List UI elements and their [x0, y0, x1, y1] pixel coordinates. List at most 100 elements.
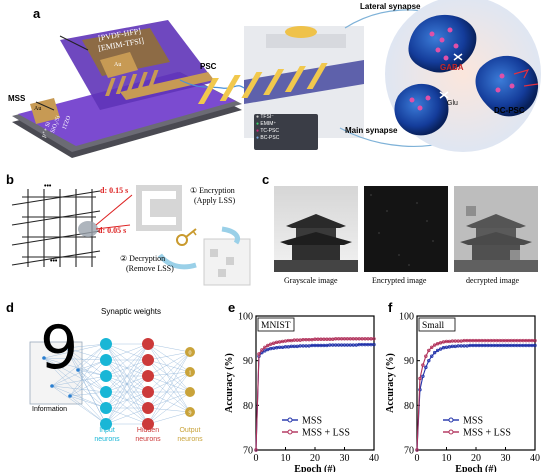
x-tick-label: 10 — [442, 453, 452, 464]
legend-marker — [287, 429, 293, 435]
data-point — [266, 347, 270, 352]
legend-swatch: ● — [256, 114, 260, 120]
data-point — [424, 354, 428, 358]
schematic-legend-box — [254, 114, 318, 150]
data-point — [427, 358, 431, 363]
delay-arrow-2 — [95, 224, 131, 230]
data-point — [438, 341, 443, 345]
panel-label-f: f — [388, 300, 393, 315]
input-neurons-label-line: Input — [99, 427, 115, 434]
data-point — [444, 345, 449, 349]
key-icon — [176, 228, 197, 246]
data-point — [310, 337, 314, 342]
lateral-synapse-label: Lateral synapse — [360, 2, 421, 11]
input-digit: 9 — [40, 313, 79, 383]
panel-label-b: b — [6, 172, 14, 187]
neurotransmitter-dots — [409, 27, 515, 111]
comb-fingers — [105, 70, 159, 96]
data-point — [289, 338, 294, 343]
gaba-label: GABA — [440, 63, 464, 72]
encryption-sub-label: (Apply LSS) — [194, 196, 236, 205]
x-tick-label: 40 — [369, 453, 379, 464]
legend-swatch: ● — [256, 128, 260, 134]
y-tick-label: 80 — [404, 401, 414, 412]
data-point — [435, 341, 440, 346]
data-point — [263, 349, 267, 353]
x-tick-label: 0 — [415, 453, 420, 464]
data-point — [430, 345, 434, 349]
output-neurons-label-line: Output — [179, 427, 201, 434]
hidden-neuron — [142, 354, 154, 366]
y-tick-label: 90 — [404, 356, 414, 367]
x-axis-label: Epoch (#) — [455, 464, 496, 472]
data-point — [283, 339, 288, 343]
input-neuron — [100, 338, 112, 350]
data-point — [372, 337, 376, 341]
chart-title: Small — [422, 321, 445, 331]
data-point — [286, 345, 291, 349]
data-point — [280, 339, 285, 344]
chart-title-box — [418, 317, 456, 332]
device-iongel-layer — [18, 72, 236, 146]
x-tick-label: 40 — [530, 453, 540, 464]
legend-item: ● BC-PSC — [256, 135, 280, 141]
input-pixel-node — [42, 356, 46, 360]
schematic-channel — [244, 60, 364, 104]
y-axis-label: Accuracy (%) — [385, 353, 396, 413]
panel-c-figure — [274, 186, 538, 272]
output-neuron — [185, 387, 195, 397]
input-neuron — [100, 418, 112, 430]
input-pixel-node — [64, 346, 68, 350]
output-digit-label: 0 — [189, 351, 192, 357]
legend-marker — [287, 417, 293, 423]
data-point — [260, 348, 264, 352]
mss-label: MSS — [8, 94, 26, 103]
chart-e: 70 80 90 100 0 10 20 30 40 Epoch (#) Accuracy (%) M… — [224, 312, 379, 472]
data-point — [424, 365, 428, 370]
input-neuron — [100, 370, 112, 382]
legend-label: MSS + LSS — [302, 428, 350, 439]
lss-label: LSS — [43, 36, 59, 45]
data-point — [330, 337, 335, 341]
x-tick-label: 0 — [254, 453, 259, 464]
chart-title-box — [257, 317, 295, 332]
output-neuron — [185, 407, 195, 417]
data-point — [447, 345, 452, 349]
hidden-neurons-label-line: neurons — [135, 436, 161, 443]
data-point — [441, 346, 446, 350]
data-point — [459, 339, 463, 343]
legend-marker — [448, 417, 454, 423]
data-point — [533, 338, 537, 343]
input-neurons-label: Input neurons — [90, 426, 124, 444]
output-neurons-label-line: neurons — [177, 436, 203, 443]
data-point — [307, 344, 311, 348]
delay-arrow-1 — [95, 194, 133, 226]
hidden-neuron — [142, 402, 154, 414]
decryption-arrow — [157, 253, 197, 270]
data-point — [272, 341, 276, 345]
legend-item: ● TFSI⁻ — [256, 114, 274, 120]
hidden-neuron — [142, 338, 154, 350]
data-point — [274, 346, 279, 350]
data-point — [453, 344, 458, 349]
hidden-neuron — [142, 386, 154, 398]
y-tick-label: 100 — [238, 312, 253, 323]
data-point — [433, 343, 437, 347]
dc-psc-label: DC-PSC — [494, 106, 525, 115]
y-tick-label: 70 — [404, 446, 414, 457]
y-tick-label: 90 — [243, 356, 253, 367]
input-image-box — [29, 341, 83, 405]
legend-item: ● TC-PSC — [256, 128, 279, 134]
synaptic-weights-label: Synaptic weights — [101, 307, 162, 316]
output-neuron — [185, 367, 195, 377]
psc-label: PSC — [200, 62, 217, 71]
panel-d-network: 0 1 9 — [29, 338, 195, 430]
data-point — [441, 340, 446, 344]
x-tick-label: 20 — [471, 453, 481, 464]
gate-au-label: Au — [114, 62, 122, 68]
data-point — [430, 354, 434, 358]
receptor-marks — [439, 53, 463, 99]
main-synapse-label: Main synapse — [345, 126, 398, 135]
drain-au-label: Au — [34, 106, 42, 112]
data-point — [372, 342, 376, 347]
